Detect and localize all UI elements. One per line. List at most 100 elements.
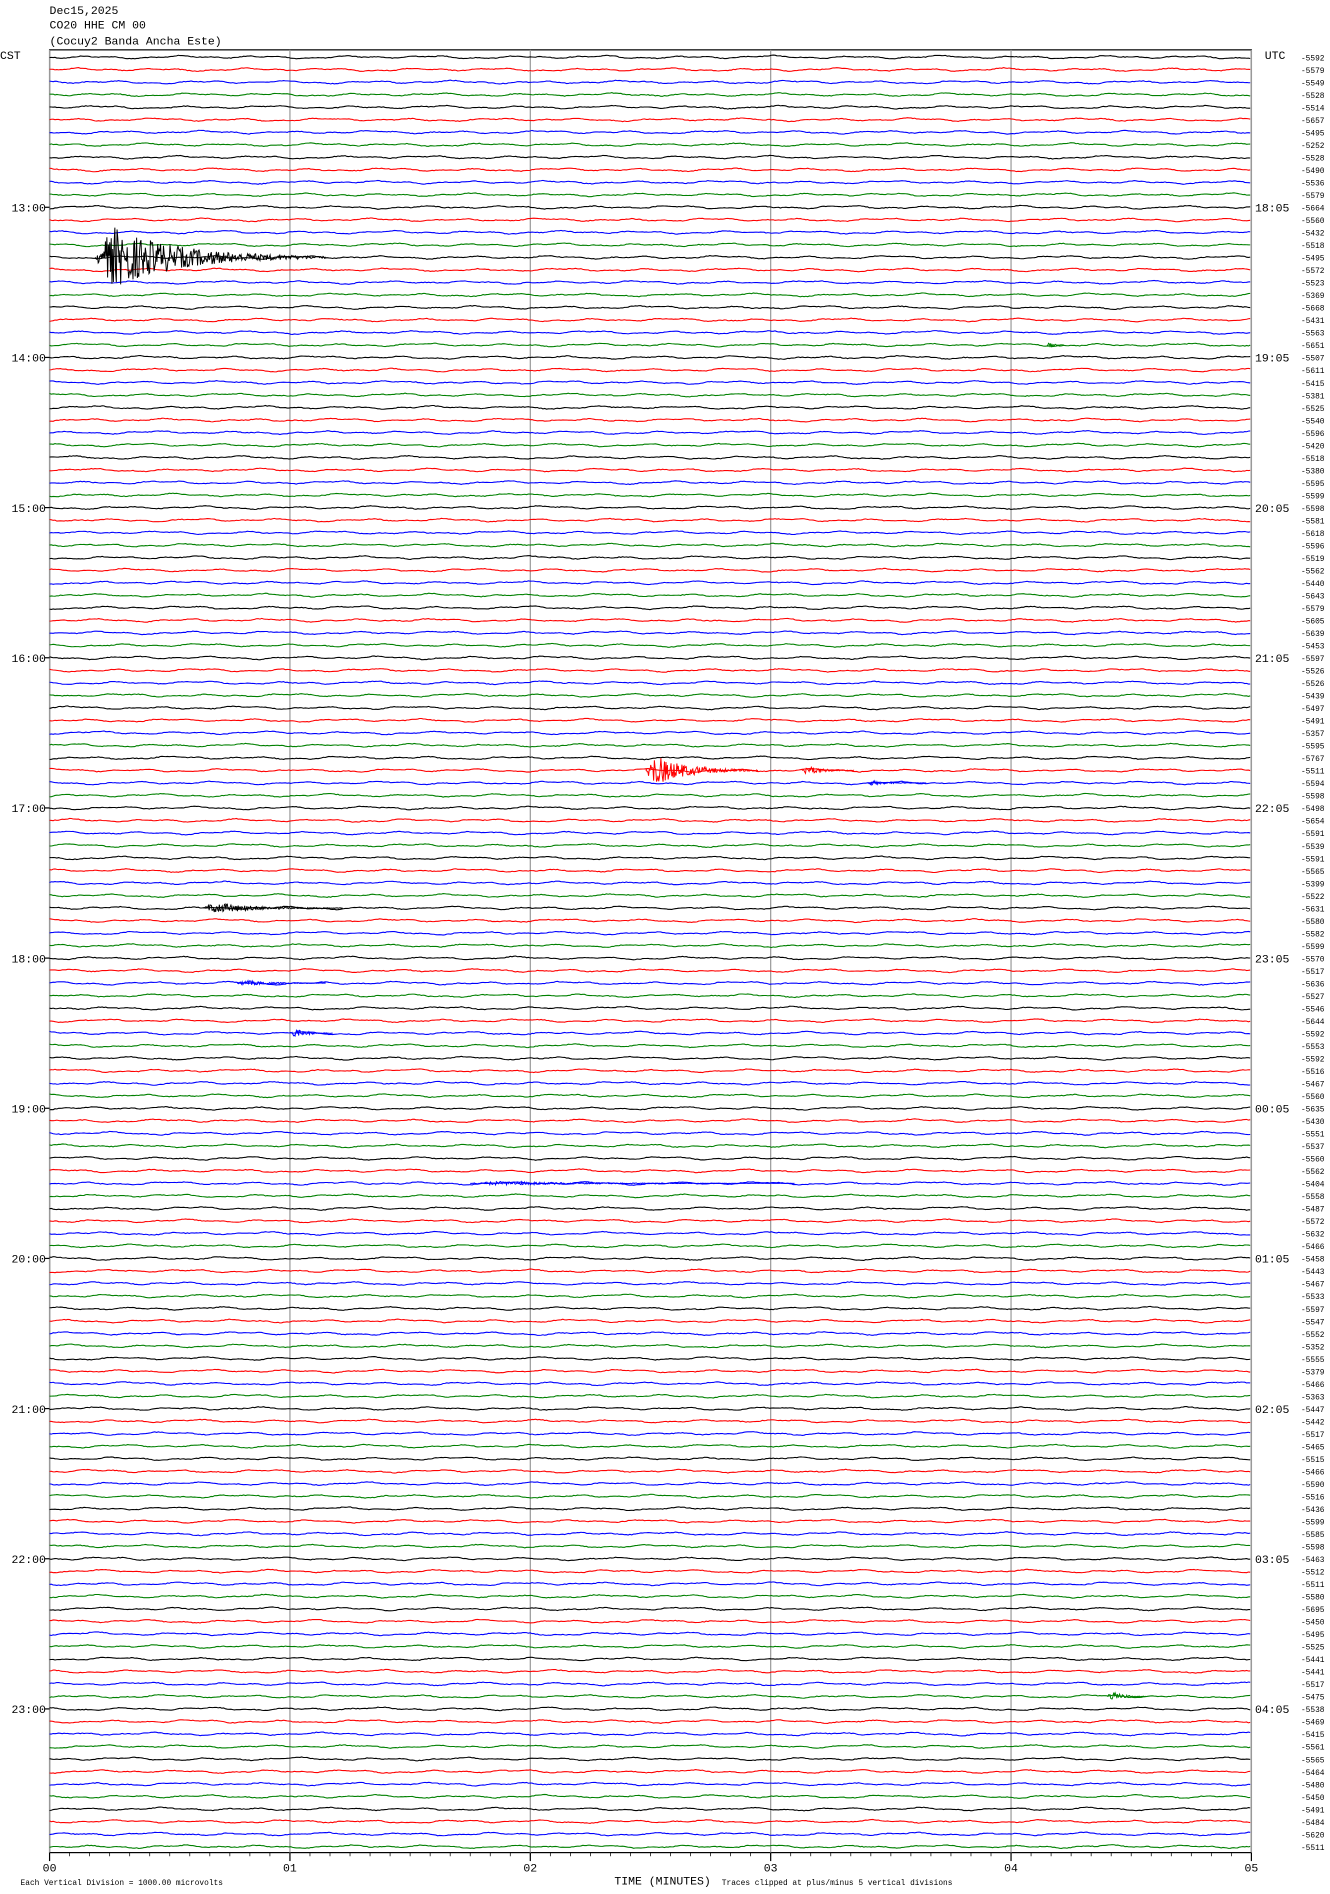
hour-label-right: 02:05 <box>1255 1404 1290 1417</box>
trace <box>49 655 1251 661</box>
trace-offset: -5596 <box>1301 430 1325 439</box>
trace <box>49 167 1251 173</box>
trace-offset: -5599 <box>1301 943 1325 952</box>
trace-offset: -5632 <box>1301 1231 1325 1240</box>
trace <box>49 1506 1251 1512</box>
trace <box>49 142 1251 147</box>
trace-offset: -5631 <box>1301 905 1325 914</box>
trace-offset: -5611 <box>1301 367 1325 376</box>
trace-offset: -5620 <box>1301 1831 1325 1840</box>
hour-label-right: 03:05 <box>1255 1554 1290 1567</box>
trace <box>49 1431 1251 1436</box>
trace-offset: -5466 <box>1301 1381 1325 1390</box>
trace <box>49 617 1251 623</box>
trace <box>49 1043 1251 1049</box>
trace <box>49 1256 1251 1261</box>
trace <box>49 717 1251 723</box>
trace-offset: -5668 <box>1301 305 1325 314</box>
trace <box>49 392 1251 398</box>
trace <box>49 154 1251 160</box>
trace-offset: -5507 <box>1301 355 1325 364</box>
trace-offset: -5379 <box>1301 1368 1325 1377</box>
trace-offset: -5380 <box>1301 467 1325 476</box>
trace-offset: -5565 <box>1301 868 1325 877</box>
trace <box>49 1093 1251 1099</box>
trace <box>49 92 1251 98</box>
trace <box>49 330 1251 336</box>
trace <box>49 1243 1251 1249</box>
trace <box>49 868 1251 874</box>
x-tick-label: 05 <box>1245 1862 1259 1875</box>
trace-offset: -5517 <box>1301 1431 1325 1440</box>
trace <box>49 1556 1251 1562</box>
trace <box>49 1381 1251 1387</box>
trace-offset: -5487 <box>1301 1206 1325 1215</box>
trace <box>49 980 1251 986</box>
trace <box>49 367 1251 373</box>
trace <box>49 1468 1251 1474</box>
trace <box>49 1668 1251 1674</box>
trace-offset: -5352 <box>1301 1343 1325 1352</box>
trace-offset: -5519 <box>1301 555 1325 564</box>
trace <box>49 279 1251 285</box>
trace <box>49 1143 1251 1149</box>
trace <box>49 580 1251 586</box>
trace-offset: -5495 <box>1301 255 1325 264</box>
trace-offset: -5497 <box>1301 705 1325 714</box>
trace-offset: -5533 <box>1301 1293 1325 1302</box>
trace <box>49 1581 1251 1587</box>
hour-label-left: 15:00 <box>12 503 47 516</box>
trace-offset: -5644 <box>1301 1018 1325 1027</box>
trace <box>49 1055 1251 1061</box>
trace-offset: -5636 <box>1301 980 1325 989</box>
trace <box>49 442 1251 448</box>
trace-offset: -5552 <box>1301 1331 1325 1340</box>
trace <box>49 1443 1251 1449</box>
trace-offset: -5664 <box>1301 205 1325 214</box>
trace-offset: -5512 <box>1301 1569 1325 1578</box>
trace-offset: -5463 <box>1301 1556 1325 1565</box>
trace <box>49 805 1251 811</box>
trace <box>49 454 1251 460</box>
title-line: Dec15,2025 <box>50 5 119 18</box>
trace <box>49 1393 1251 1399</box>
trace <box>49 592 1251 598</box>
trace <box>49 692 1251 698</box>
trace-offset: -5580 <box>1301 918 1325 927</box>
trace-offset: -5447 <box>1301 1406 1325 1415</box>
trace-offset: -5522 <box>1301 893 1325 902</box>
trace-offset: -5591 <box>1301 830 1325 839</box>
trace <box>49 1318 1251 1324</box>
trace <box>49 755 1251 761</box>
trace <box>49 54 1251 60</box>
trace-offset: -5654 <box>1301 818 1325 827</box>
trace-offset: -5582 <box>1301 930 1325 939</box>
trace <box>49 179 1251 185</box>
hour-label-right: 20:05 <box>1255 503 1290 516</box>
trace <box>49 1356 1251 1361</box>
trace <box>49 1531 1251 1537</box>
trace <box>49 204 1251 210</box>
trace-offset: -5595 <box>1301 743 1325 752</box>
trace <box>49 480 1251 486</box>
trace-offset: -5495 <box>1301 129 1325 138</box>
trace <box>49 1118 1251 1124</box>
trace <box>49 817 1251 823</box>
seismic-event <box>645 758 759 782</box>
trace <box>49 1756 1251 1762</box>
trace <box>49 1631 1251 1637</box>
trace-offset: -5560 <box>1301 1156 1325 1165</box>
hour-label-right: 00:05 <box>1255 1103 1290 1116</box>
trace <box>49 1205 1251 1211</box>
trace-offset: -5560 <box>1301 217 1325 226</box>
hour-label-right: 21:05 <box>1255 653 1290 666</box>
trace <box>49 1593 1251 1599</box>
trace <box>49 1155 1251 1161</box>
trace-offset: -5599 <box>1301 1518 1325 1527</box>
trace-offset: -5404 <box>1301 1181 1325 1190</box>
hour-label-right: 19:05 <box>1255 353 1290 366</box>
trace-offset: -5551 <box>1301 1131 1325 1140</box>
trace-offset: -5560 <box>1301 1093 1325 1102</box>
